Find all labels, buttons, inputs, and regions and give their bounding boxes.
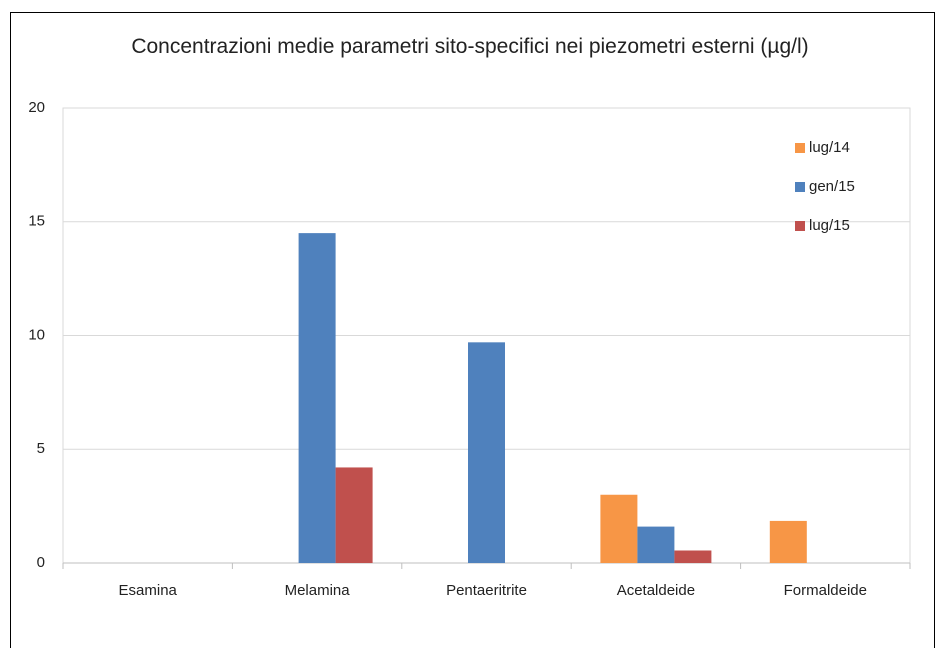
chart-title: Concentrazioni medie parametri sito-spec… (131, 35, 809, 58)
y-tick-label: 0 (37, 554, 45, 571)
x-tick-label: Formaldeide (784, 582, 867, 599)
y-tick-label: 5 (37, 440, 45, 457)
x-tick-label: Pentaeritrite (446, 582, 527, 599)
bar (468, 342, 505, 563)
x-tick-label: Esamina (119, 582, 178, 599)
bar (600, 494, 638, 563)
bar (298, 233, 336, 563)
x-tick-label: Melamina (285, 582, 351, 599)
legend-swatch (795, 221, 805, 231)
y-tick-label: 10 (28, 326, 45, 343)
x-tick-label: Acetaldeide (617, 582, 695, 599)
y-tick-label: 20 (28, 99, 45, 116)
y-tick-label: 15 (28, 213, 45, 230)
bar (769, 520, 807, 563)
legend-swatch (795, 182, 805, 192)
legend-label: gen/15 (809, 178, 855, 195)
legend-swatch (795, 143, 805, 153)
chart-frame (10, 12, 935, 648)
legend-label: lug/14 (809, 139, 850, 156)
bar (637, 526, 675, 563)
bar (674, 550, 712, 563)
legend-label: lug/15 (809, 217, 850, 234)
bar (335, 467, 373, 563)
